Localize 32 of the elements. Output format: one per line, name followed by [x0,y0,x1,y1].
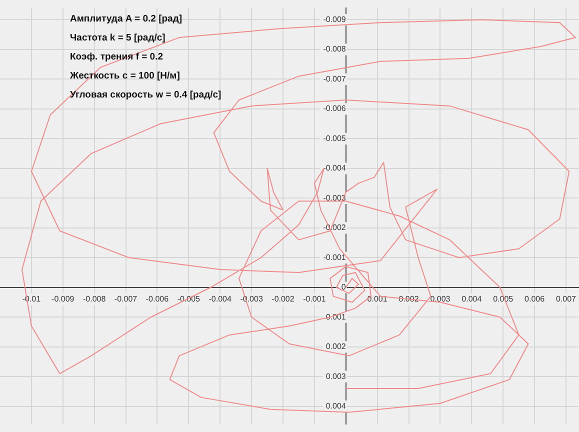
y-tick-label: -0.005 [323,134,346,143]
x-tick-label: 0.003 [430,294,451,304]
x-tick-label: -0.001 [303,294,326,304]
y-tick-label: -0.002 [323,223,346,232]
y-tick-label: -0.008 [323,44,346,54]
y-tick-label: 0.004 [326,402,346,411]
y-tick-label: -0.004 [323,164,346,173]
x-tick-label: -0.01 [22,294,42,304]
x-tick-label: -0.007 [114,294,138,304]
x-tick-label: -0.003 [240,294,264,304]
y-tick-label: -0.007 [323,74,346,84]
y-tick-label: 0.002 [326,342,346,352]
annotation: Жесткость c = 100 [Н/м] [69,70,180,82]
annotation: Амплитуда A = 0.2 [рад] [70,14,182,25]
x-tick-label: -0.009 [52,294,75,304]
y-tick-label: -0.006 [323,104,346,114]
x-tick-label: -0.002 [272,294,295,304]
x-tick-label: 0.005 [493,294,514,304]
x-tick-label: -0.006 [146,294,170,304]
x-tick-label: -0.004 [208,294,232,304]
y-tick-label: 0 [341,282,346,292]
y-tick-label: 0.003 [326,372,346,381]
annotation: Частота k = 5 [рад/с] [70,32,166,44]
x-tick-label: 0.007 [556,294,577,304]
annotation: Коэф. трения f = 0.2 [70,52,164,63]
y-tick-label: -0.003 [323,193,346,202]
x-tick-label: 0.006 [524,294,546,304]
x-tick-label: 0.004 [462,294,482,304]
y-tick-label: -0.009 [323,14,346,24]
x-tick-label: -0.008 [82,294,106,304]
y-tick-label: -0.001 [323,252,346,262]
annotation: Угловая скорость w = 0.4 [рад/с] [70,90,222,101]
